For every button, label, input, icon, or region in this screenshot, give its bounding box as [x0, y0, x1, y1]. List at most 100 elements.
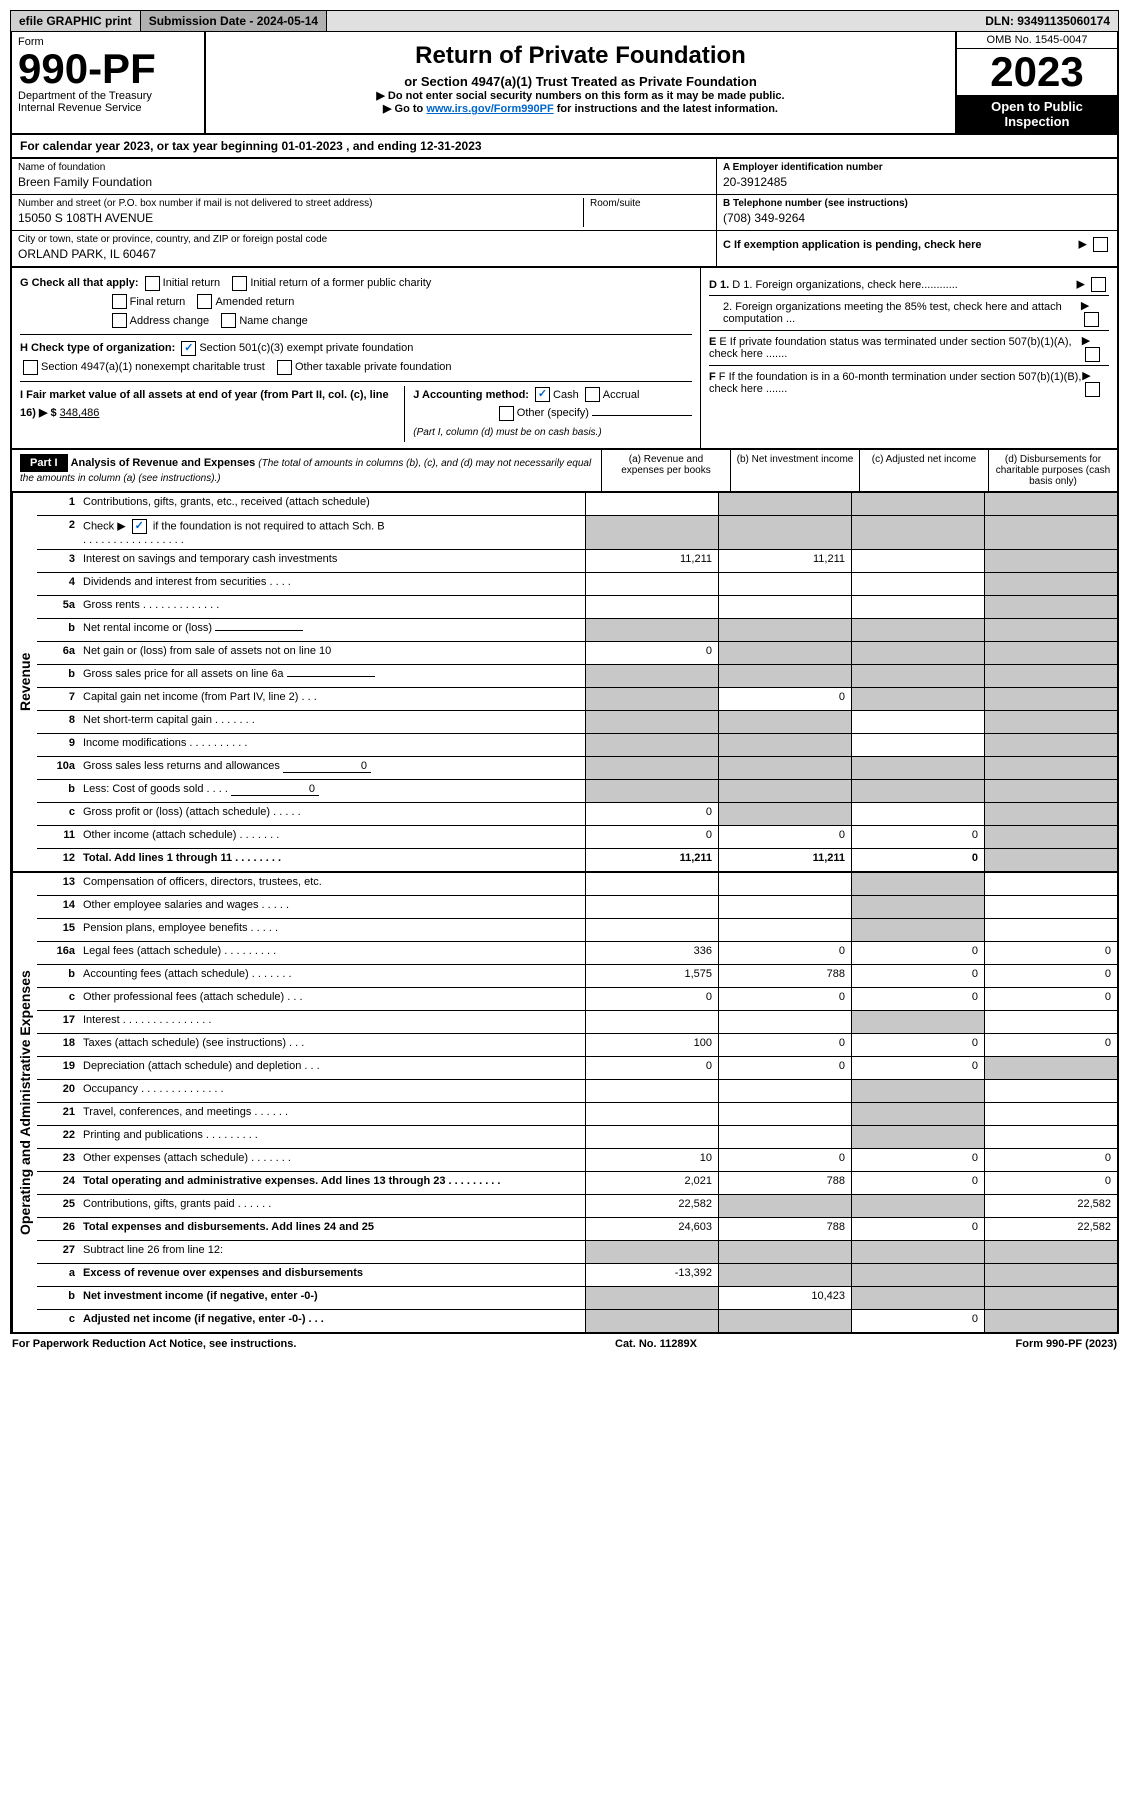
cell-a	[585, 780, 718, 802]
g-amended-checkbox[interactable]	[197, 294, 212, 309]
row-num: c	[37, 803, 79, 825]
h-4947-checkbox[interactable]	[23, 360, 38, 375]
row-num: 25	[37, 1195, 79, 1217]
row-desc: Interest on savings and temporary cash i…	[79, 550, 585, 572]
cell-b: 11,211	[718, 849, 851, 871]
cell-c	[851, 1080, 984, 1102]
cell-a: 0	[585, 826, 718, 848]
col-b-header: (b) Net investment income	[730, 450, 859, 491]
e-checkbox[interactable]	[1085, 347, 1100, 362]
g-name-label: Name change	[239, 315, 308, 327]
cell-b	[718, 1080, 851, 1102]
cell-c	[851, 1241, 984, 1263]
h-501c3-checkbox[interactable]	[181, 341, 196, 356]
g-initial-former-checkbox[interactable]	[232, 276, 247, 291]
cell-a: 22,582	[585, 1195, 718, 1217]
calendar-year-row: For calendar year 2023, or tax year begi…	[10, 135, 1119, 159]
ein-label: A Employer identification number	[723, 162, 1111, 173]
checks-section: G Check all that apply: Initial return I…	[10, 268, 1119, 450]
cell-c	[851, 516, 984, 549]
form990pf-link[interactable]: www.irs.gov/Form990PF	[426, 103, 553, 115]
efile-label[interactable]: efile GRAPHIC print	[11, 11, 141, 31]
row-desc: Less: Cost of goods sold . . . . 0	[79, 780, 585, 802]
cell-d	[984, 642, 1117, 664]
c-label: C If exemption application is pending, c…	[723, 239, 982, 251]
cell-d: 22,582	[984, 1195, 1117, 1217]
open-public-badge: Open to Public Inspection	[957, 95, 1117, 133]
cell-c: 0	[851, 1310, 984, 1332]
form-subtitle: or Section 4947(a)(1) Trust Treated as P…	[212, 74, 949, 89]
h-other-checkbox[interactable]	[277, 360, 292, 375]
cell-d	[984, 1241, 1117, 1263]
cell-c	[851, 665, 984, 687]
cell-a	[585, 896, 718, 918]
cell-b	[718, 596, 851, 618]
street-address: 15050 S 108TH AVENUE	[18, 209, 583, 227]
j-cash-label: Cash	[553, 389, 579, 401]
expenses-side-label: Operating and Administrative Expenses	[12, 873, 37, 1332]
row-desc: Total operating and administrative expen…	[79, 1172, 585, 1194]
col-a-header: (a) Revenue and expenses per books	[601, 450, 730, 491]
j-accrual-checkbox[interactable]	[585, 387, 600, 402]
cell-a: 24,603	[585, 1218, 718, 1240]
cell-c: 0	[851, 1057, 984, 1079]
cell-c	[851, 1287, 984, 1309]
row-desc: Other income (attach schedule) . . . . .…	[79, 826, 585, 848]
row-desc: Compensation of officers, directors, tru…	[79, 873, 585, 895]
cell-b	[718, 1011, 851, 1033]
city-value: ORLAND PARK, IL 60467	[18, 245, 710, 263]
footer-mid: Cat. No. 11289X	[615, 1338, 697, 1350]
d2-checkbox[interactable]	[1084, 312, 1099, 327]
row-num: 13	[37, 873, 79, 895]
row-num: 6a	[37, 642, 79, 664]
cell-c	[851, 734, 984, 756]
row-num: 14	[37, 896, 79, 918]
cell-a	[585, 1103, 718, 1125]
cell-c	[851, 550, 984, 572]
row-num: 18	[37, 1034, 79, 1056]
j-other-checkbox[interactable]	[499, 406, 514, 421]
row-num: b	[37, 1287, 79, 1309]
cell-b	[718, 734, 851, 756]
f-label: F F If the foundation is in a 60-month t…	[709, 371, 1082, 395]
g-initial-checkbox[interactable]	[145, 276, 160, 291]
tax-year: 2023	[957, 49, 1117, 95]
e-label: E E If private foundation status was ter…	[709, 336, 1082, 360]
g-final-checkbox[interactable]	[112, 294, 127, 309]
entity-info: Name of foundation Breen Family Foundati…	[10, 159, 1119, 268]
d1-checkbox[interactable]	[1091, 277, 1106, 292]
revenue-side-label: Revenue	[12, 493, 37, 871]
cell-d	[984, 493, 1117, 515]
cell-a	[585, 1126, 718, 1148]
j-cash-checkbox[interactable]	[535, 387, 550, 402]
sch-b-checkbox[interactable]	[132, 519, 147, 534]
cell-d	[984, 826, 1117, 848]
note-2: ▶ Go to www.irs.gov/Form990PF for instru…	[212, 102, 949, 115]
f-checkbox[interactable]	[1085, 382, 1100, 397]
footer-left: For Paperwork Reduction Act Notice, see …	[12, 1338, 296, 1350]
cell-b	[718, 573, 851, 595]
cell-a	[585, 516, 718, 549]
cell-c	[851, 573, 984, 595]
dln: DLN: 93491135060174	[977, 11, 1118, 31]
cell-c	[851, 711, 984, 733]
c-checkbox[interactable]	[1093, 237, 1108, 252]
row-desc: Depreciation (attach schedule) and deple…	[79, 1057, 585, 1079]
cell-c	[851, 688, 984, 710]
g-address-checkbox[interactable]	[112, 313, 127, 328]
city-label: City or town, state or province, country…	[18, 234, 710, 245]
g-name-checkbox[interactable]	[221, 313, 236, 328]
cell-d	[984, 896, 1117, 918]
row-num: 26	[37, 1218, 79, 1240]
cell-b: 0	[718, 1149, 851, 1171]
cell-c	[851, 493, 984, 515]
row-desc: Travel, conferences, and meetings . . . …	[79, 1103, 585, 1125]
cell-b	[718, 1264, 851, 1286]
phone-label: B Telephone number (see instructions)	[723, 198, 1111, 209]
row-num: 15	[37, 919, 79, 941]
cell-d	[984, 1103, 1117, 1125]
cell-a	[585, 619, 718, 641]
cell-b: 0	[718, 988, 851, 1010]
cell-c: 0	[851, 942, 984, 964]
cell-b	[718, 1126, 851, 1148]
